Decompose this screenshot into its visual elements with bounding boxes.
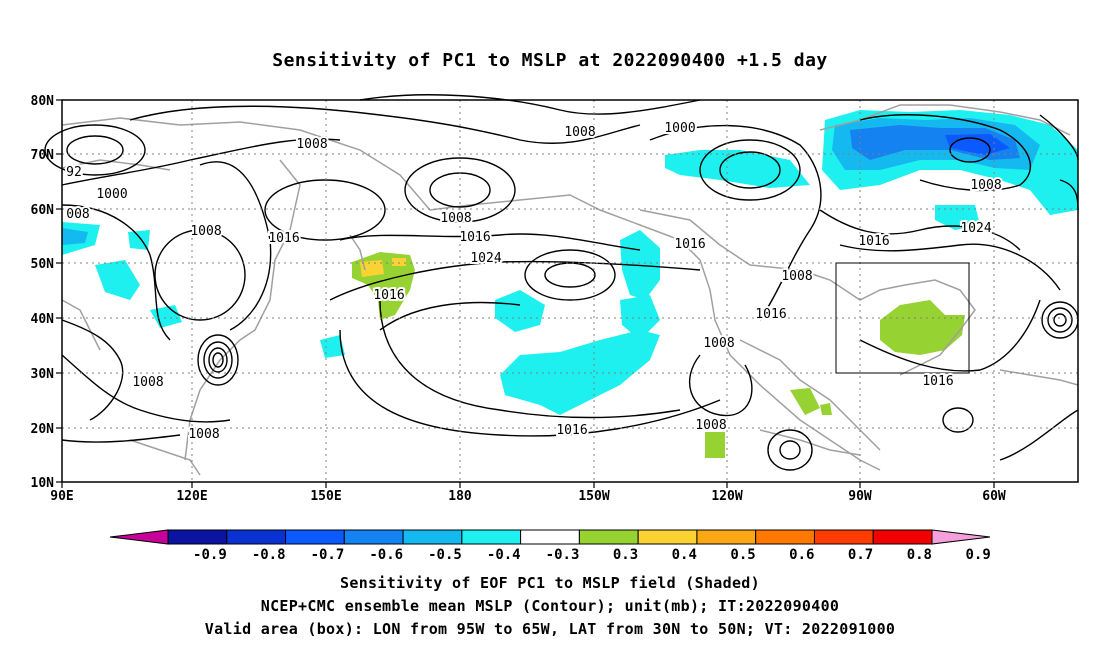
contour-label: 92 xyxy=(66,165,82,180)
negative-sensitivity-region xyxy=(150,305,182,328)
positive-sensitivity-region xyxy=(705,432,725,458)
map-frame xyxy=(61,99,1079,483)
valid-area-box xyxy=(835,262,970,374)
negative-sensitivity-region xyxy=(665,150,810,188)
lon-label: 120W xyxy=(711,489,742,504)
colorbar-swatch xyxy=(813,529,874,545)
colorbar-label: -0.9 xyxy=(193,547,227,563)
contour-label: 1016 xyxy=(858,234,889,249)
contour-label: 1016 xyxy=(556,423,587,438)
mslp-contours xyxy=(44,94,1079,471)
positive-sensitivity-region xyxy=(790,388,820,415)
contour-label: 1008 xyxy=(440,211,471,226)
contour-label: 1008 xyxy=(703,336,734,351)
contour-label: 1008 xyxy=(695,418,726,433)
lat-label: 70N xyxy=(31,148,55,163)
colorbar-swatch xyxy=(578,529,639,545)
lat-label: 60N xyxy=(31,203,55,218)
footer-line-3: Valid area (box): LON from 95W to 65W, L… xyxy=(204,620,896,638)
contour-label: 1000 xyxy=(96,187,127,202)
negative-sensitivity-region xyxy=(62,228,88,245)
lat-label: 40N xyxy=(31,312,55,327)
contour-label: 1016 xyxy=(268,231,299,246)
contour-label: 1008 xyxy=(190,224,221,239)
colorbar-label: 0.9 xyxy=(965,547,990,563)
colorbar-label: -0.5 xyxy=(428,547,462,563)
contour-label: 1008 xyxy=(564,125,595,140)
colorbar-arrow-low xyxy=(109,529,169,545)
lat-label: 80N xyxy=(31,94,55,109)
negative-sensitivity-region xyxy=(95,260,140,300)
contour-label: 008 xyxy=(66,207,89,222)
contour-label: 1016 xyxy=(373,288,404,303)
negative-sensitivity-region xyxy=(935,205,980,230)
colorbar-label: 0.5 xyxy=(730,547,755,563)
lon-label: 90W xyxy=(848,489,872,504)
contour-label: 1008 xyxy=(132,375,163,390)
colorbar-swatch xyxy=(402,529,463,545)
footer-line-2: NCEP+CMC ensemble mean MSLP (Contour); u… xyxy=(260,597,840,615)
contour-label: 1008 xyxy=(296,137,327,152)
colorbar-label: -0.4 xyxy=(487,547,521,563)
contour-label: 1016 xyxy=(922,374,953,389)
colorbar-swatch xyxy=(461,529,522,545)
lon-label: 180 xyxy=(448,489,472,504)
colorbar-label: 0.6 xyxy=(789,547,814,563)
lat-label: 20N xyxy=(31,422,55,437)
colorbar-swatch xyxy=(285,529,345,545)
contour-label: 1016 xyxy=(755,307,786,322)
colorbar-swatch xyxy=(637,529,698,545)
positive-sensitivity-region xyxy=(880,300,965,355)
colorbar-label: 0.4 xyxy=(672,547,697,563)
colorbar-label: -0.3 xyxy=(546,547,580,563)
axis-ticks xyxy=(56,99,995,488)
positive-sensitivity-region xyxy=(360,260,384,277)
lon-label: 60W xyxy=(982,489,1006,504)
lon-label: 150W xyxy=(578,489,609,504)
colorbar-swatch xyxy=(343,529,404,545)
positive-sensitivity-region xyxy=(820,403,832,415)
lon-label: 90E xyxy=(50,489,73,504)
contour-label: 1008 xyxy=(781,269,812,284)
colorbar-label: -0.8 xyxy=(252,547,286,563)
colorbar-swatch xyxy=(520,529,580,545)
positive-sensitivity-region xyxy=(392,258,406,266)
contour-label: 1016 xyxy=(459,230,490,245)
colorbar-label: -0.7 xyxy=(311,547,345,563)
shaded-sensitivity xyxy=(62,110,1078,458)
lat-label: 50N xyxy=(31,257,55,272)
colorbar-swatch xyxy=(226,529,287,545)
lat-label: 10N xyxy=(31,476,55,491)
chart-title: Sensitivity of PC1 to MSLP at 2022090400… xyxy=(272,50,828,71)
colorbar-swatch xyxy=(167,529,228,545)
coastlines xyxy=(61,104,1079,476)
colorbar-label: 0.7 xyxy=(848,547,873,563)
colorbar: -0.9 -0.8 -0.7 -0.6 -0.5 -0.4 -0.3 0.3 0.4 0.5 0.6… xyxy=(109,529,991,563)
contour-label: 1008 xyxy=(970,178,1001,193)
negative-sensitivity-region xyxy=(495,290,545,332)
colorbar-swatch xyxy=(696,529,757,545)
contour-label: 1016 xyxy=(674,237,705,252)
contour-labels: 1008 1000 92 008 1008 1016 1008 1016 102… xyxy=(64,119,1003,444)
contour-label: 1008 xyxy=(188,427,219,442)
lat-label: 30N xyxy=(31,367,55,382)
contour-label: 1024 xyxy=(470,251,501,266)
colorbar-label: 0.3 xyxy=(613,547,638,563)
lon-label: 120E xyxy=(176,489,207,504)
footer-line-1: Sensitivity of EOF PC1 to MSLP field (Sh… xyxy=(340,574,760,592)
colorbar-arrow-high xyxy=(931,529,991,545)
colorbar-swatch xyxy=(872,529,933,545)
contour-label: 1000 xyxy=(664,121,695,136)
colorbar-label: -0.6 xyxy=(369,547,403,563)
colorbar-label: 0.8 xyxy=(907,547,932,563)
contour-label: 1024 xyxy=(960,221,991,236)
colorbar-swatch xyxy=(755,529,815,545)
lon-label: 150E xyxy=(310,489,341,504)
